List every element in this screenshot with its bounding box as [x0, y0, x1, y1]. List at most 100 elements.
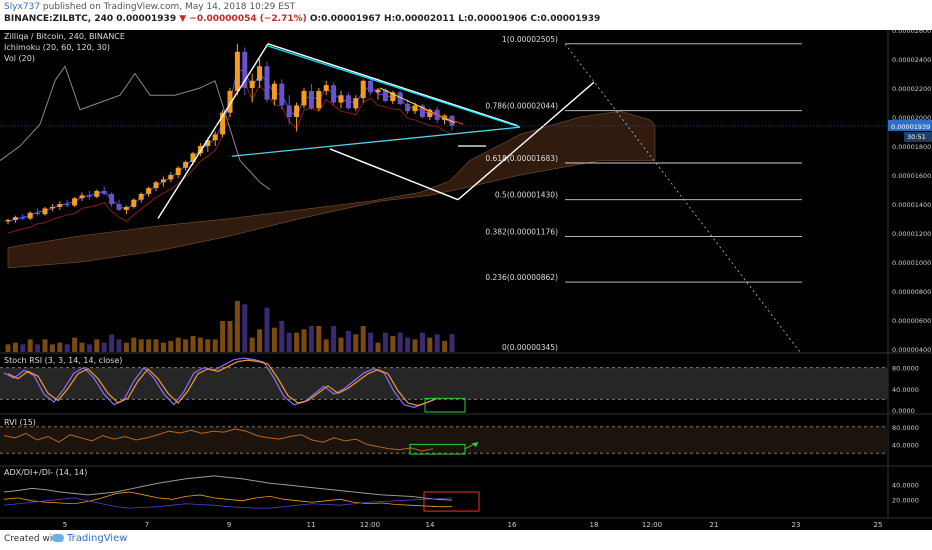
candle-body — [308, 90, 314, 109]
volume-bar — [79, 342, 85, 352]
price-tick-label: 0.00001000 — [892, 259, 931, 267]
volume-bar — [12, 342, 18, 352]
ichimoku-cloud — [7, 110, 656, 269]
fib-level-label: 0.236(0.00000862) — [485, 273, 558, 282]
stoch-tick-label: 0.0000 — [892, 407, 915, 415]
candle-body — [234, 51, 240, 91]
time-tick-label: 11 — [307, 521, 316, 529]
volume-bar — [286, 332, 292, 352]
volume-bar — [434, 334, 440, 352]
candle-body — [368, 80, 374, 93]
stoch-rsi-legend[interactable]: Stoch RSI (3, 3, 14, 14, close) — [4, 356, 123, 365]
adx-highlight-box — [423, 491, 480, 512]
volume-bar — [86, 344, 92, 352]
tradingview-link[interactable]: TradingView — [52, 533, 127, 544]
candle-body — [72, 198, 78, 206]
down-arrow-icon: ▼ — [179, 14, 187, 24]
candle-body — [338, 95, 344, 103]
ichimoku-legend[interactable]: Ichimoku (20, 60, 120, 30) — [4, 43, 111, 52]
candle-body — [64, 204, 70, 206]
rvi-legend[interactable]: RVI (15) — [4, 418, 36, 427]
adx-legend[interactable]: ADX/DI+/DI- (14, 14) — [4, 468, 88, 477]
price-tick-label: 0.00000600 — [892, 317, 931, 325]
volume-bar — [301, 329, 307, 352]
candle-body — [412, 105, 418, 112]
candle-body — [427, 109, 433, 118]
volume-bar — [57, 342, 63, 352]
time-tick-label: 23 — [792, 521, 801, 529]
channel-left-upper — [157, 43, 269, 219]
volume-bar — [390, 336, 396, 352]
candle-body — [86, 195, 92, 197]
candle-body — [153, 182, 159, 189]
candle-body — [20, 217, 26, 219]
candle-body — [249, 80, 255, 89]
red-trend-line — [419, 107, 464, 125]
candle-body — [264, 66, 270, 100]
current-price-tag — [888, 119, 932, 131]
time-tick-label: 18 — [590, 521, 599, 529]
volume-bar — [405, 337, 411, 352]
candle-body — [345, 95, 351, 109]
candle-body — [79, 195, 85, 199]
volume-bar — [116, 339, 122, 352]
volume-bar — [308, 326, 314, 352]
tradingview-logo-icon — [52, 534, 64, 542]
candle-body — [323, 85, 329, 91]
volume-bar — [168, 341, 174, 352]
volume-bar — [123, 342, 129, 352]
volume-bar — [323, 339, 329, 352]
price-tick-label: 0.00001600 — [892, 172, 931, 180]
volume-bar — [412, 339, 418, 352]
chart-area[interactable]: 0.00002600 0.00002400 0.00002200 0.00002000… — [0, 30, 932, 530]
volume-bar — [279, 321, 285, 352]
channel-top — [267, 43, 519, 127]
volume-bar — [419, 332, 425, 352]
candle-body — [271, 83, 277, 100]
chart-background — [0, 30, 932, 530]
volume-bar — [131, 337, 137, 352]
ohlc-values: O:0.00001967 H:0.00002011 L:0.00001906 C… — [309, 14, 601, 24]
volume-bar — [316, 326, 322, 352]
volume-bar — [368, 332, 374, 352]
rvi-highlight-box — [409, 443, 466, 455]
candle-body — [419, 105, 425, 118]
price-tick-label: 0.00000400 — [892, 346, 931, 354]
time-tick-label: 21 — [710, 521, 719, 529]
volume-legend[interactable]: Vol (20) — [4, 54, 35, 63]
volume-bar — [227, 321, 233, 352]
author-link[interactable]: Slyx737 — [4, 2, 41, 12]
stoch-highlight-box — [424, 397, 466, 413]
time-tick-label: 9 — [227, 521, 231, 529]
fib-level-label: 0(0.00000345) — [502, 343, 558, 352]
volume-bar — [197, 337, 203, 352]
volume-bar — [72, 337, 78, 352]
stoch-tick-label: 80.0000 — [892, 365, 919, 373]
candle-body — [123, 206, 129, 210]
channel-right — [457, 81, 595, 201]
fib-level-label: 0.618(0.00001683) — [485, 154, 558, 163]
volume-bar — [382, 332, 388, 352]
candle-body — [146, 188, 152, 194]
price-tick-label: 0.00002000 — [892, 114, 931, 122]
price-change: −0.00000054 (−2.71%) — [189, 14, 307, 24]
volume-bar — [375, 342, 381, 352]
volume-bar — [360, 326, 366, 352]
volume-bar — [338, 337, 344, 352]
stoch-tick-label: 40.0000 — [892, 386, 919, 394]
volume-bar — [5, 344, 11, 352]
wedge-bottom-line — [231, 126, 521, 157]
candle-body — [375, 89, 381, 93]
time-tick-label: 12:00 — [642, 521, 662, 529]
volume-bar — [294, 332, 300, 352]
candle-body — [57, 204, 63, 207]
candle-body — [212, 134, 218, 141]
volume-bar — [220, 321, 226, 352]
price-tick-label: 0.00001200 — [892, 230, 931, 238]
symbol-label: BINANCE:ZILBTC, 240 — [4, 14, 114, 24]
volume-bar — [109, 334, 115, 352]
price-tick-label: 0.00001800 — [892, 143, 931, 151]
price-tick-label: 0.00002400 — [892, 56, 931, 64]
candle-body — [101, 191, 107, 194]
candle-body — [205, 140, 211, 147]
